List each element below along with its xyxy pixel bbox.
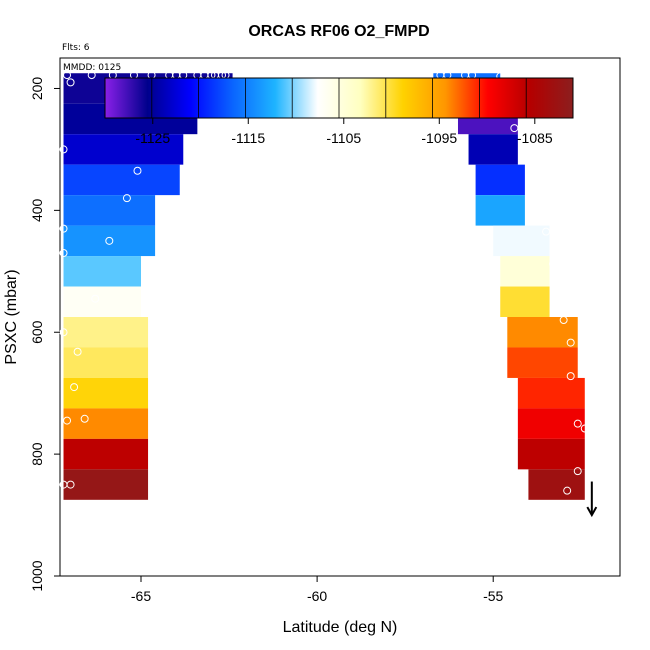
heatmap-cell: [475, 195, 525, 226]
flight-point: [549, 259, 558, 268]
colorbar-tick-label: -1125: [135, 130, 170, 146]
flight-point: [573, 419, 582, 428]
flight-point: [580, 424, 589, 433]
heatmap-cell: [475, 164, 525, 196]
heatmap-cell: [528, 469, 585, 500]
flight-point: [63, 416, 72, 425]
heatmap-cell: [63, 195, 156, 226]
heatmap-cell: [63, 225, 156, 257]
mmdd-label: MMDD: 0125: [63, 63, 121, 73]
y-tick-label: 600: [29, 320, 45, 344]
x-tick-label: -65: [131, 588, 151, 604]
flight-point: [91, 294, 100, 303]
heatmap-cell: [468, 134, 518, 165]
y-tick-label: 400: [29, 198, 45, 222]
heatmap-cells: [63, 73, 585, 500]
flight-point: [510, 124, 519, 133]
flight-point: [70, 383, 79, 392]
flight-point: [80, 414, 89, 423]
colorbar-tick-label: -1115: [231, 130, 265, 146]
flight-point: [59, 224, 68, 233]
heatmap-cell: [493, 225, 550, 257]
colorbar-tick-label: -1095: [421, 130, 457, 146]
heatmap-cell: [517, 408, 585, 439]
flight-point: [559, 316, 568, 325]
flight-point: [122, 194, 131, 203]
x-tick-label: -55: [483, 588, 503, 604]
heatmap-cell: [63, 256, 142, 287]
heatmap-cell: [500, 256, 550, 287]
flight-point: [133, 166, 142, 175]
colorbar-tick-label: -1085: [517, 130, 553, 146]
flight-points: [59, 71, 589, 495]
flight-point: [87, 71, 96, 80]
flight-point: [59, 145, 68, 154]
flights-label: Flts: 6: [62, 43, 90, 53]
chart-title: ORCAS RF06 O2_FMPD: [248, 23, 429, 40]
heatmap-cell: [63, 347, 149, 378]
heatmap-cell: [507, 317, 578, 348]
y-tick-label: 1000: [29, 560, 45, 591]
plot-frame: [59, 57, 621, 577]
heatmap-cell: [63, 469, 149, 500]
colorbar-tick-label: -1105: [326, 130, 361, 146]
flight-point: [73, 347, 82, 356]
y-tick-label: 200: [29, 77, 45, 101]
heatmap-cell: [63, 438, 149, 470]
heatmap-cell: [63, 377, 149, 409]
heatmap-cell: [517, 438, 585, 470]
flight-point: [105, 236, 114, 245]
axes: -65 -60 -55 200 400 600 800 1000: [29, 77, 504, 604]
colorbar: -1125 -1115 -1105 -1095 -1085: [104, 77, 574, 146]
flight-point: [531, 188, 540, 197]
x-tick-label: -60: [307, 588, 327, 604]
flight-point: [563, 486, 572, 495]
flight-point: [66, 78, 75, 87]
flight-point: [63, 71, 72, 80]
y-tick-label: 800: [29, 442, 45, 466]
heatmap-cell: [500, 286, 550, 317]
heatmap-cell: [63, 164, 180, 196]
flight-point: [59, 249, 68, 258]
flight-point: [566, 338, 575, 347]
colorbar-frame: [104, 77, 574, 119]
flight-point: [66, 480, 75, 489]
heatmap-cell: [517, 377, 585, 409]
heatmap-cell: [63, 317, 149, 348]
flight-point: [573, 467, 582, 476]
direction-arrow: [586, 481, 598, 518]
heatmap-cell: [63, 134, 184, 165]
heatmap-cell: [63, 286, 142, 317]
flight-point: [524, 156, 533, 165]
flight-point: [59, 328, 68, 337]
arrow-head: [586, 506, 598, 518]
flight-point: [566, 372, 575, 381]
x-axis-label: Latitude (deg N): [283, 619, 398, 636]
heatmap-cell: [507, 347, 578, 378]
flight-point: [542, 227, 551, 236]
flight-point: [552, 282, 561, 291]
heatmap-cell: [63, 408, 149, 439]
y-axis-label: PSXC (mbar): [3, 269, 20, 364]
